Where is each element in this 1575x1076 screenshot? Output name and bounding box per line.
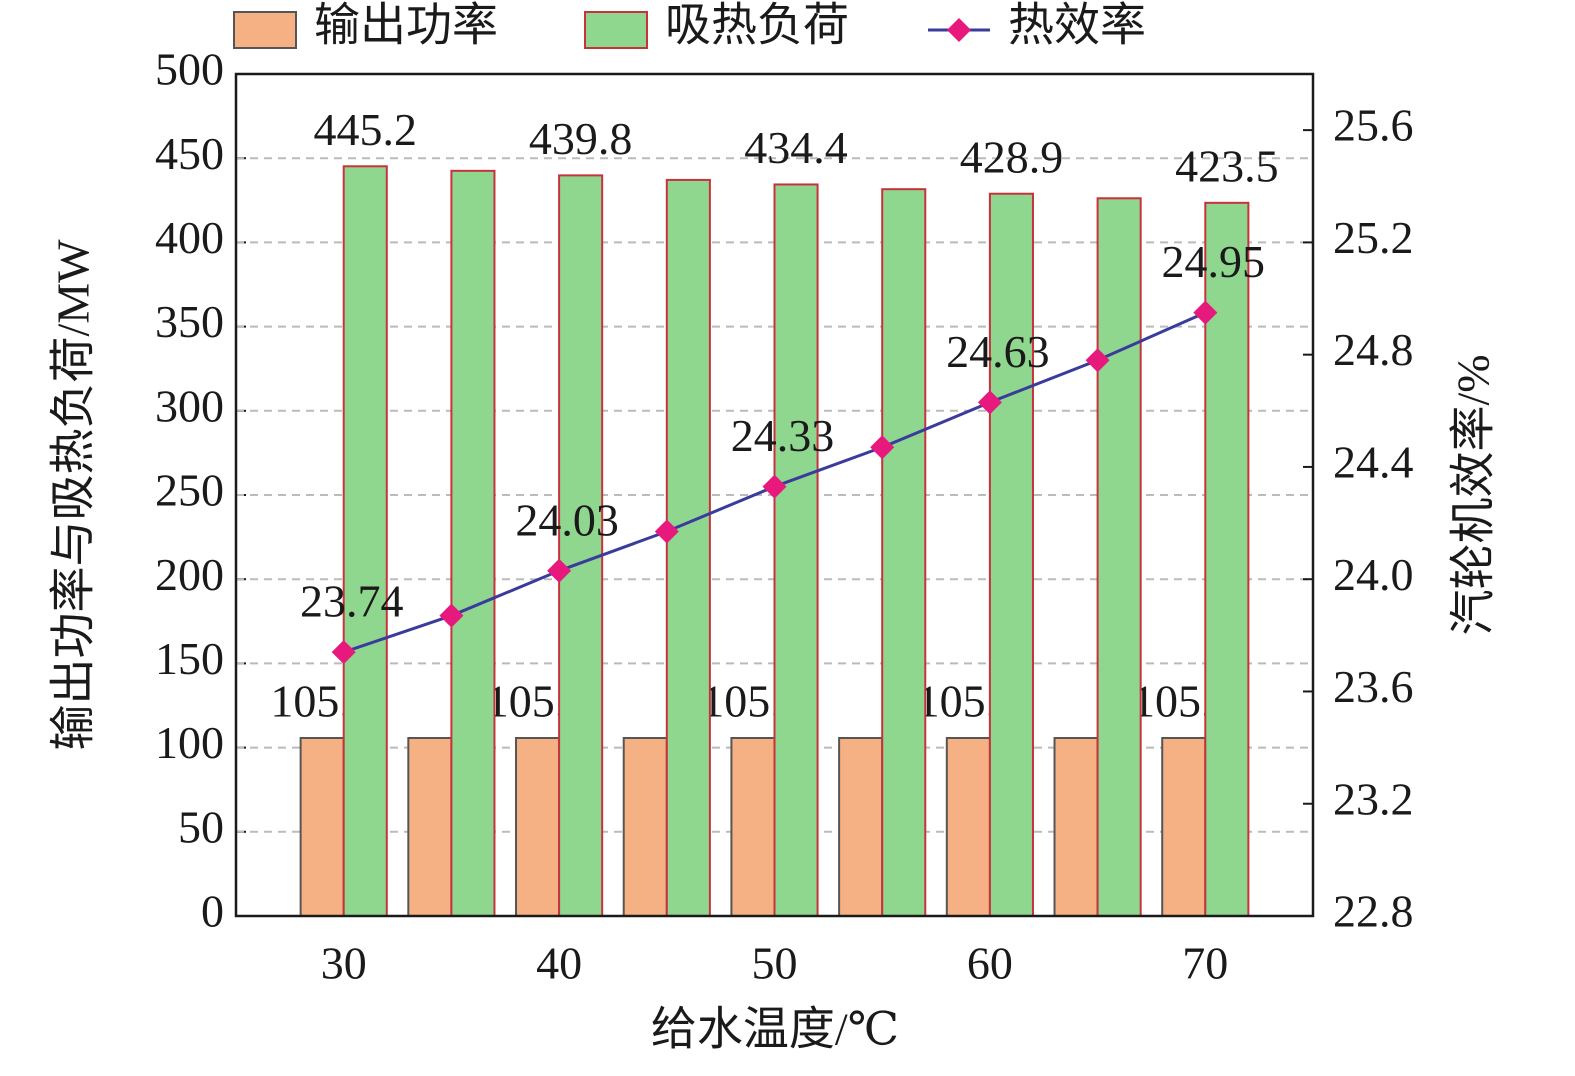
y2-tick-label: 24.8: [1333, 324, 1414, 375]
data-label: 439.8: [529, 113, 633, 164]
legend-marker: [947, 18, 971, 42]
marker: [331, 640, 356, 665]
y2-axis-title: 汽轮机效率/%: [1448, 354, 1499, 635]
legend-label: 吸热负荷: [665, 0, 849, 51]
data-label: 423.5: [1175, 140, 1279, 191]
y2-tick-label: 24.0: [1333, 549, 1414, 600]
bar: [515, 737, 561, 918]
marker: [547, 558, 572, 583]
y-tick-label: 450: [155, 128, 224, 179]
bar: [773, 183, 819, 917]
x-tick-label: 30: [321, 938, 367, 989]
y-tick-label: 350: [155, 296, 224, 347]
marker: [762, 474, 787, 499]
bar: [1204, 201, 1250, 918]
legend-swatch: [233, 11, 297, 49]
y2-tick-label: 25.2: [1333, 212, 1414, 263]
bar: [407, 737, 453, 918]
bar: [730, 737, 776, 918]
y-tick-label: 400: [155, 212, 224, 263]
x-tick-label: 70: [1182, 938, 1228, 989]
y2-tick-label: 24.4: [1333, 436, 1414, 487]
legend-swatch: [584, 11, 648, 49]
data-label: 24.95: [1162, 236, 1266, 287]
y2-tick-label: 22.8: [1333, 886, 1414, 937]
data-label: 24.33: [731, 410, 835, 461]
data-label: 428.9: [960, 131, 1064, 182]
marker: [1085, 348, 1110, 373]
bar: [1096, 197, 1142, 918]
legend-label: 热效率: [1008, 0, 1146, 51]
bar: [1053, 737, 1099, 918]
y-tick-label: 300: [155, 380, 224, 431]
marker: [439, 603, 464, 628]
y2-tick-label: 23.6: [1333, 661, 1414, 712]
x-tick-label: 40: [536, 938, 582, 989]
x-tick-label: 60: [967, 938, 1013, 989]
marker: [870, 435, 895, 460]
bar: [342, 165, 388, 917]
y-tick-label: 500: [155, 44, 224, 95]
bar: [622, 737, 668, 918]
bar: [881, 188, 927, 917]
y2-tick-label: 25.6: [1333, 100, 1414, 151]
y-tick-label: 200: [155, 549, 224, 600]
marker: [654, 519, 679, 544]
plot-frame: [234, 72, 1315, 918]
bar: [945, 737, 991, 918]
marker: [977, 390, 1002, 415]
y-tick-label: 150: [155, 633, 224, 684]
x-tick-label: 50: [752, 938, 798, 989]
data-label: 434.4: [744, 122, 848, 173]
bar: [558, 174, 604, 918]
marker: [1193, 300, 1218, 325]
bar: [838, 737, 884, 918]
data-label: 445.2: [313, 104, 417, 155]
data-label: 23.74: [300, 576, 404, 627]
bar: [988, 192, 1034, 917]
x-axis-title: 给水温度/℃: [651, 1004, 899, 1055]
y-axis-title: 输出功率与吸热负荷/MW: [48, 239, 99, 751]
data-label: 24.63: [946, 326, 1050, 377]
y-tick-label: 100: [155, 717, 224, 768]
y-tick-label: 0: [201, 886, 224, 937]
y-tick-label: 50: [178, 801, 224, 852]
bar: [1161, 737, 1207, 918]
bar: [299, 737, 345, 918]
legend-label: 输出功率: [314, 0, 498, 51]
bar: [450, 169, 496, 917]
bar: [665, 178, 711, 918]
y2-tick-label: 23.2: [1333, 773, 1414, 824]
y-tick-label: 250: [155, 465, 224, 516]
data-label: 24.03: [515, 494, 619, 545]
